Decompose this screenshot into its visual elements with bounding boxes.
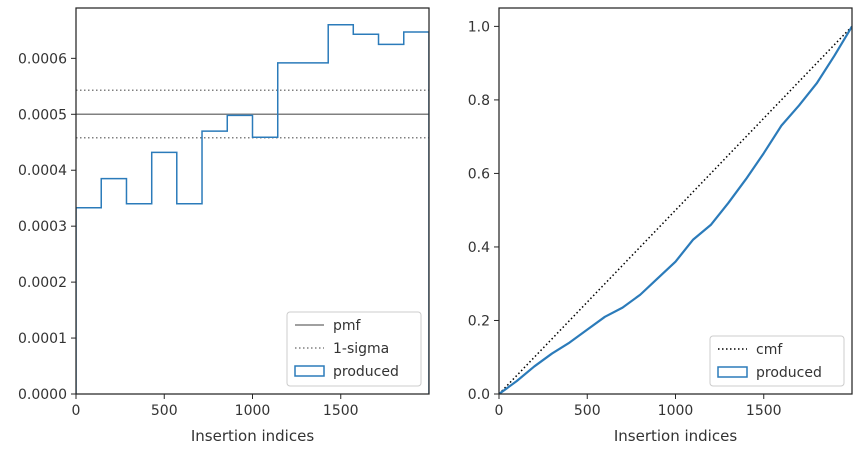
- chart-panel-1: 0 500 1000 1500 0.0000 0.0001 0.0002 0.0003 0.00…: [18, 7, 430, 445]
- y-tick-label: 0.0001: [18, 331, 67, 347]
- x-tick-label: 0: [495, 403, 504, 419]
- y-tick-label: 0.0004: [18, 163, 67, 179]
- legend-swatch-produced: [294, 365, 325, 377]
- plot-area: [499, 25, 852, 394]
- y-tick-label: 0.0005: [18, 107, 67, 123]
- legend-label: 1-sigma: [333, 341, 389, 357]
- y-tick-label: 0.0003: [18, 219, 67, 235]
- y-tick-label: 0.4: [468, 240, 490, 256]
- y-tick-label: 0.0000: [18, 387, 67, 403]
- legend-item: cmf: [718, 342, 783, 358]
- x-tick-label: 500: [151, 403, 178, 419]
- y-tick-label: 0.8: [468, 93, 490, 109]
- y-tick-label: 0.6: [468, 166, 490, 182]
- x-axis-title: Insertion indices: [191, 427, 314, 445]
- legend-item: pmf: [295, 318, 362, 334]
- legend-box: [286, 311, 422, 387]
- chart-panel-2: 0 500 1000 1500 0.0 0.2 0.4 0.6 0.8 1.0 Insertion …: [468, 7, 853, 445]
- legend-label: pmf: [333, 318, 362, 334]
- legend: pmf 1-sigma produced: [286, 311, 422, 387]
- y-tick-label: 0.0002: [18, 275, 67, 291]
- x-tick-label: 1500: [746, 403, 782, 419]
- x-axis-title: Insertion indices: [614, 427, 737, 445]
- y-tick-label: 0.0006: [18, 51, 67, 67]
- legend-label: produced: [333, 364, 399, 380]
- legend-label: cmf: [756, 342, 783, 358]
- legend-item: produced: [294, 364, 399, 380]
- plot-area: [76, 24, 429, 394]
- x-tick-label: 1500: [323, 403, 359, 419]
- x-tick-label: 1000: [235, 403, 271, 419]
- produced-histogram: [76, 24, 429, 394]
- y-tick-label: 0.2: [468, 313, 490, 329]
- y-tick-label: 0.0: [468, 387, 490, 403]
- legend-swatch-produced: [717, 366, 748, 378]
- x-tick-label: 500: [574, 403, 601, 419]
- legend: cmf produced: [709, 335, 845, 387]
- legend-label: produced: [756, 365, 822, 381]
- x-tick-label: 0: [72, 403, 81, 419]
- legend-item: 1-sigma: [295, 341, 389, 357]
- legend-item: produced: [717, 365, 822, 381]
- cmf-line: [499, 25, 852, 394]
- produced-cumulative: [499, 25, 852, 394]
- y-tick-label: 1.0: [468, 19, 490, 35]
- x-tick-label: 1000: [658, 403, 694, 419]
